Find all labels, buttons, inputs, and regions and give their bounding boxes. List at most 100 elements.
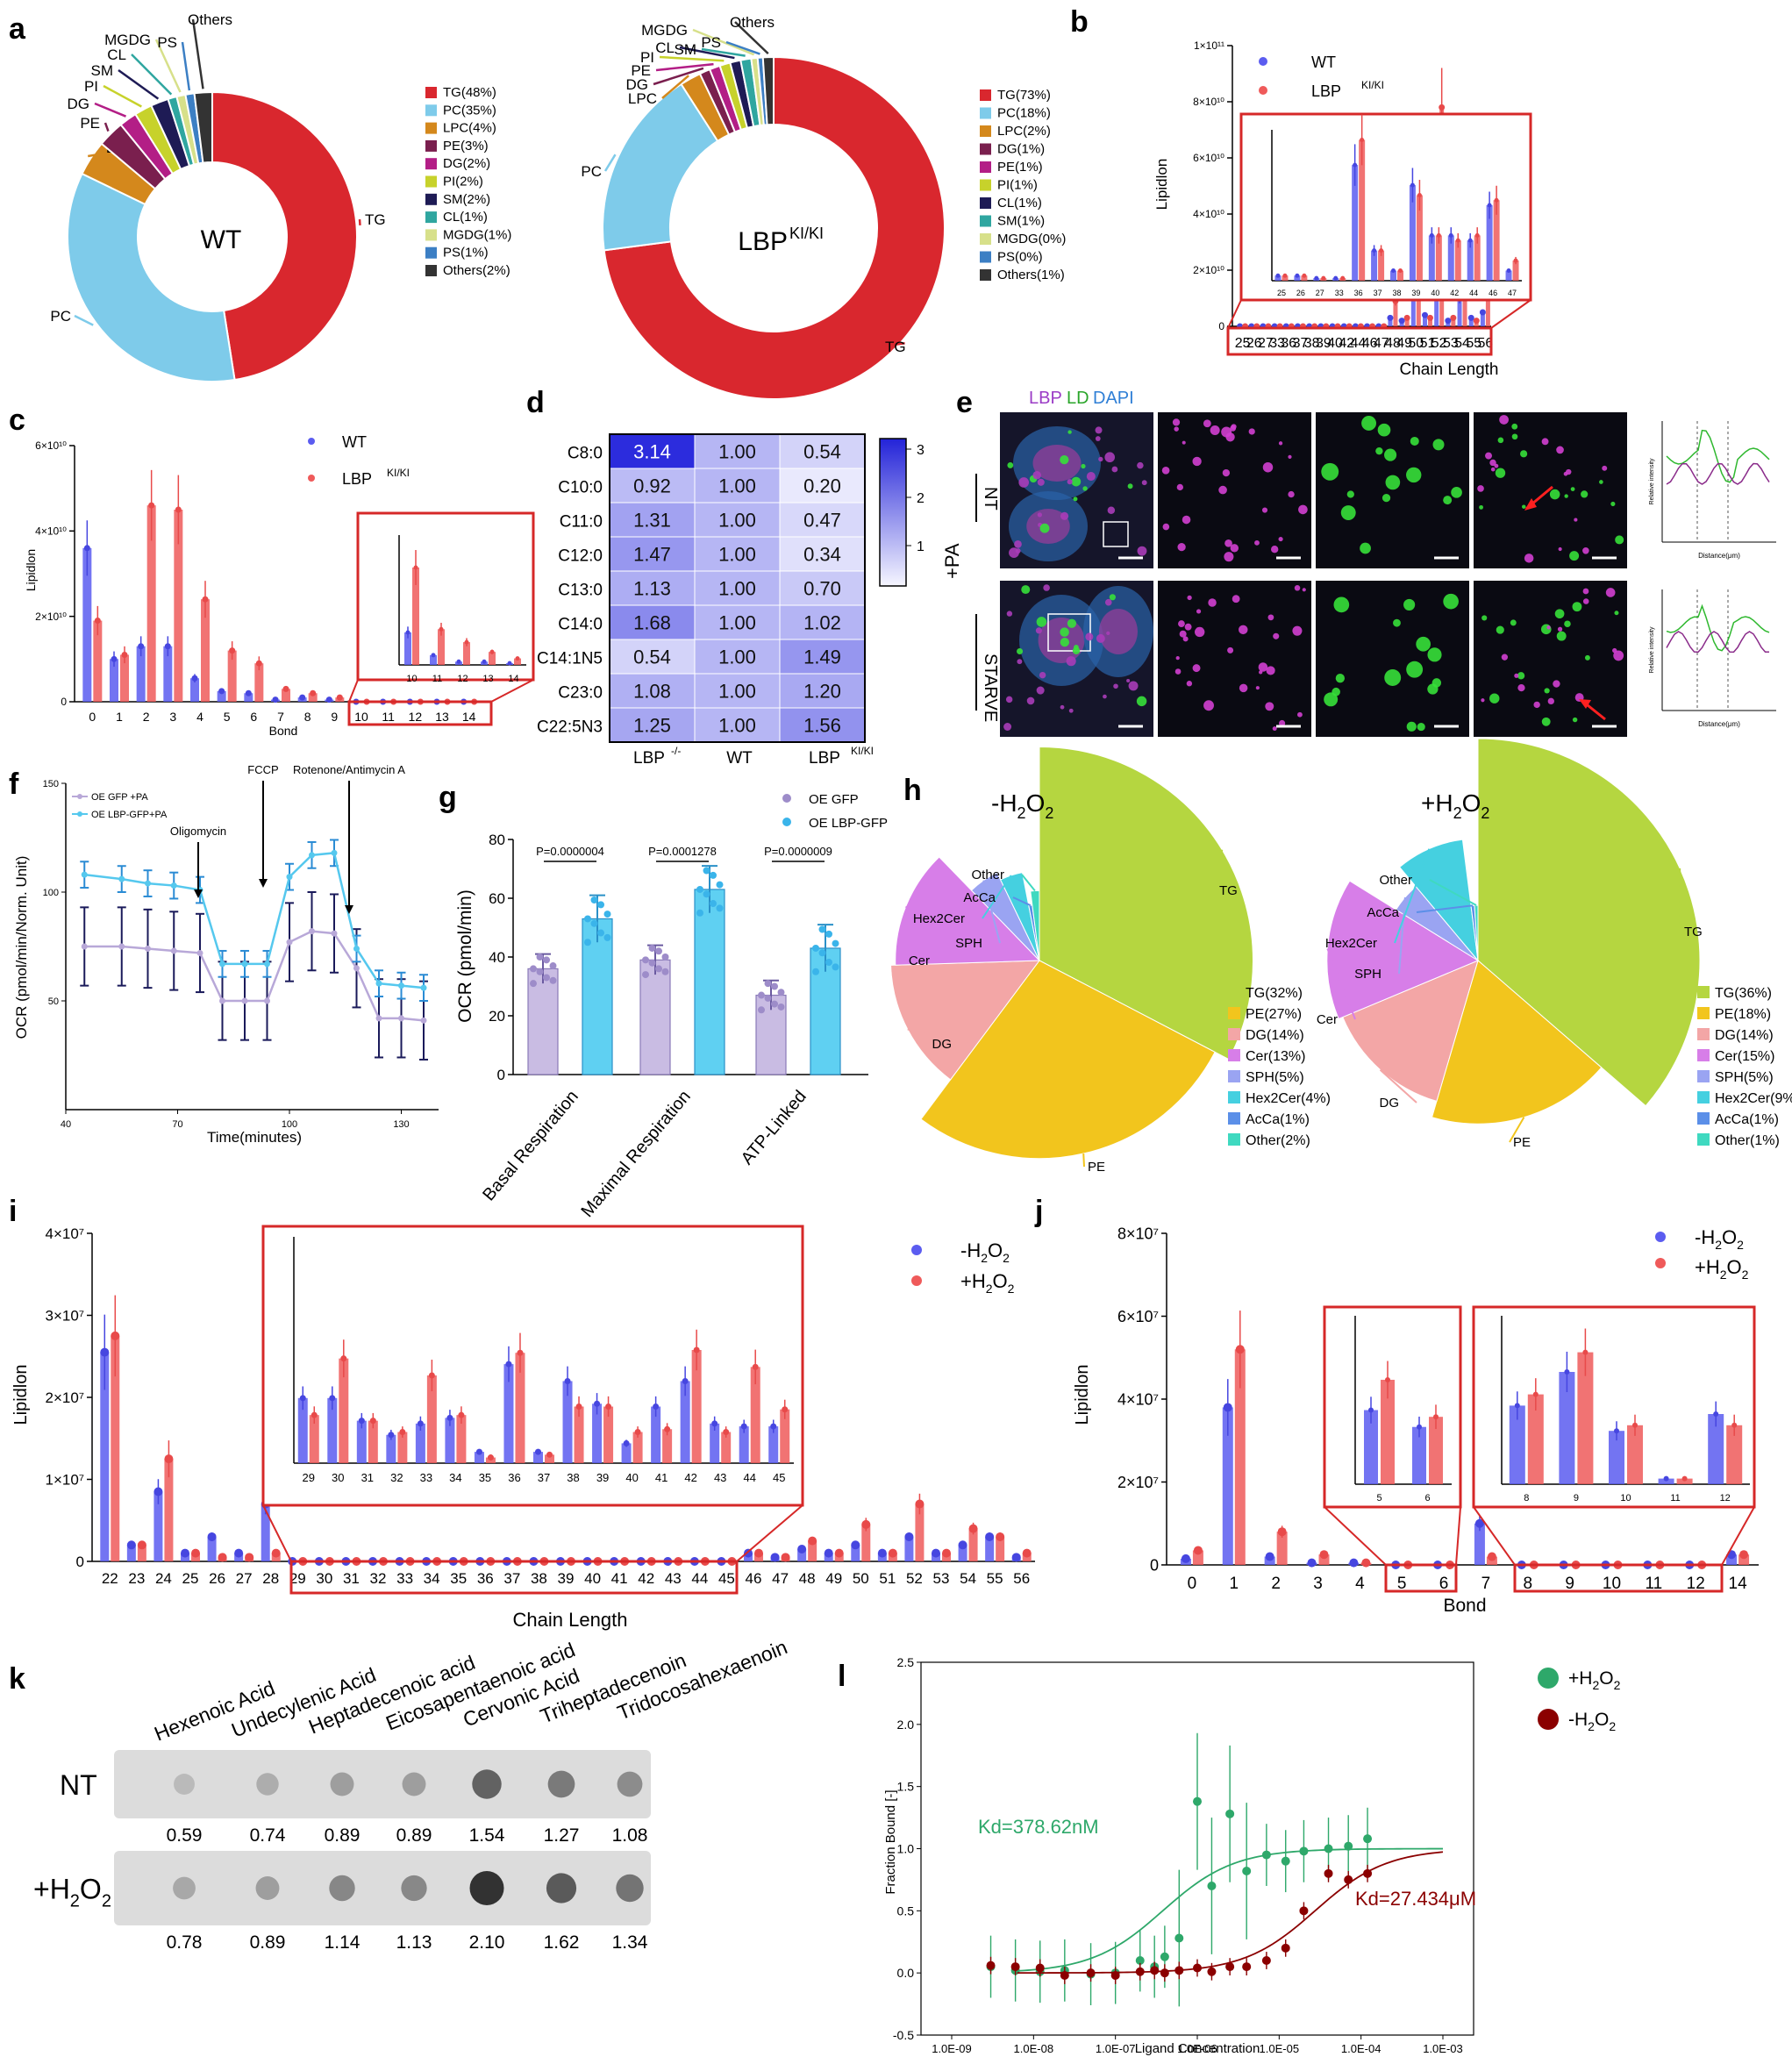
g-point bbox=[812, 944, 819, 952]
profile-lbp-line bbox=[1666, 631, 1770, 654]
micro-puncta bbox=[1384, 448, 1397, 461]
tick-i-inset-41: 41 bbox=[655, 1471, 668, 1484]
k-value-1-2: 1.14 bbox=[325, 1932, 361, 1953]
g-point bbox=[825, 959, 832, 967]
micro-puncta bbox=[1431, 678, 1442, 688]
d-colorbar-tick-label: 1 bbox=[917, 539, 925, 554]
bar-b-inset-s2-46 bbox=[1493, 200, 1500, 281]
f-legend-dot-0 bbox=[77, 794, 82, 799]
tick-j-11: 11 bbox=[1645, 1575, 1662, 1593]
donut-label-mgdg: MGDG bbox=[104, 32, 151, 48]
micro-puncta bbox=[1192, 456, 1202, 467]
d-cell-value: 1.00 bbox=[718, 475, 756, 497]
f-point bbox=[353, 945, 360, 952]
profile-bg bbox=[1662, 421, 1776, 542]
bar-j-inset2-s2-10 bbox=[1627, 1425, 1643, 1484]
b-highlight-box bbox=[1226, 326, 1493, 356]
l-point bbox=[1207, 1967, 1217, 1976]
bar-i-s2-48 bbox=[808, 1540, 817, 1561]
micro-puncta bbox=[1225, 432, 1235, 442]
dot-b-inset-s1-27 bbox=[1314, 275, 1319, 281]
legend-label: DG(2%) bbox=[443, 156, 490, 171]
profile-xlabel: Distance(μm) bbox=[1698, 720, 1740, 728]
micro-puncta bbox=[1039, 523, 1050, 533]
d-cell-value: 1.08 bbox=[633, 681, 671, 703]
micro-puncta bbox=[1187, 595, 1192, 601]
micro-puncta bbox=[1196, 609, 1202, 614]
e-legend-dapi: DAPI bbox=[1093, 389, 1134, 408]
micro-puncta bbox=[1262, 461, 1274, 473]
micro-puncta bbox=[1541, 717, 1551, 726]
g-point bbox=[543, 956, 550, 964]
d-cell-value: 1.49 bbox=[803, 646, 841, 668]
micro-puncta bbox=[1288, 454, 1292, 459]
legend-swatch bbox=[980, 179, 991, 191]
d-col-label: WT bbox=[726, 749, 753, 768]
k-dot bbox=[546, 1873, 577, 1903]
micro-puncta bbox=[1406, 721, 1417, 732]
f-point bbox=[145, 880, 151, 887]
h-legend-swatch bbox=[1228, 1049, 1240, 1061]
legend-label: DG(1%) bbox=[997, 142, 1045, 157]
micro-puncta bbox=[1481, 698, 1485, 703]
b-legend-ki-sup: KI/KI bbox=[1361, 79, 1384, 91]
g-point bbox=[825, 930, 832, 938]
f-point bbox=[170, 882, 177, 889]
donut-label-pi: PI bbox=[640, 49, 654, 66]
f-xlabel: Time(minutes) bbox=[207, 1129, 302, 1146]
profile-ld-line bbox=[1666, 604, 1770, 652]
micro-puncta bbox=[1060, 511, 1069, 520]
bar-i-s1-54 bbox=[958, 1545, 967, 1561]
donut-leader-pi bbox=[103, 84, 142, 108]
tick-b-47: 47 bbox=[1374, 336, 1389, 351]
bar-c-s1-4 bbox=[190, 678, 199, 702]
legend-label: PS(1%) bbox=[443, 246, 489, 261]
bar-j-s2-3 bbox=[1318, 1554, 1330, 1565]
j-ytick-label: 8×10⁷ bbox=[1117, 1225, 1159, 1242]
donut-leader-others bbox=[191, 18, 204, 89]
micro-puncta bbox=[1572, 717, 1578, 723]
tick-j-4: 4 bbox=[1355, 1575, 1365, 1593]
micro-puncta bbox=[1514, 673, 1519, 678]
micro-puncta bbox=[1557, 626, 1563, 632]
legend-swatch bbox=[980, 125, 991, 137]
micro-puncta bbox=[1014, 540, 1022, 548]
h-legend-swatch bbox=[1228, 1133, 1240, 1146]
k-dot bbox=[469, 1871, 504, 1905]
l-point bbox=[1324, 1844, 1333, 1853]
tick-i-24: 24 bbox=[155, 1570, 172, 1587]
bar-i-inset-s1-39 bbox=[592, 1403, 603, 1463]
h-label-other: Other bbox=[971, 868, 1004, 882]
d-cell-value: 1.00 bbox=[718, 510, 756, 532]
f-annotation-arrowhead bbox=[259, 879, 268, 888]
d-row-label-C12:0: C12:0 bbox=[558, 547, 603, 566]
bar-c-s2-7 bbox=[282, 689, 290, 702]
tick-i-55: 55 bbox=[987, 1570, 1003, 1587]
tick-c-11: 11 bbox=[382, 710, 395, 724]
j-legend-dot-plus bbox=[1655, 1258, 1666, 1268]
l-ytick-label: 2.5 bbox=[897, 1655, 915, 1669]
tick-c-8: 8 bbox=[304, 710, 311, 724]
h-leader-other bbox=[1429, 879, 1477, 906]
j-link bbox=[1455, 1506, 1461, 1566]
f-point bbox=[118, 943, 125, 950]
g-point bbox=[642, 956, 649, 964]
h-label-acca: AcCa bbox=[963, 890, 996, 905]
dot-b-inset-s2-33 bbox=[1340, 275, 1346, 281]
bar-c-s2-5 bbox=[227, 650, 237, 702]
micro-puncta bbox=[1222, 468, 1231, 477]
panel-label-f: f bbox=[9, 768, 19, 801]
panel-label-h: h bbox=[903, 774, 922, 807]
bar-b-inset-s2-47 bbox=[1512, 261, 1519, 281]
tick-b-33: 33 bbox=[1269, 336, 1285, 351]
tick-i-37: 37 bbox=[503, 1570, 520, 1587]
micro-puncta bbox=[1081, 463, 1086, 469]
micro-puncta bbox=[1511, 433, 1518, 440]
tick-c-inset-12: 12 bbox=[457, 674, 468, 684]
h-label-dg: DG bbox=[932, 1037, 953, 1052]
b-legend-ki: LBP bbox=[1311, 82, 1341, 100]
micro-puncta bbox=[1499, 415, 1509, 425]
micro-puncta bbox=[1137, 546, 1147, 556]
h-legend-swatch bbox=[1697, 1049, 1710, 1061]
micro-puncta bbox=[1096, 633, 1105, 643]
